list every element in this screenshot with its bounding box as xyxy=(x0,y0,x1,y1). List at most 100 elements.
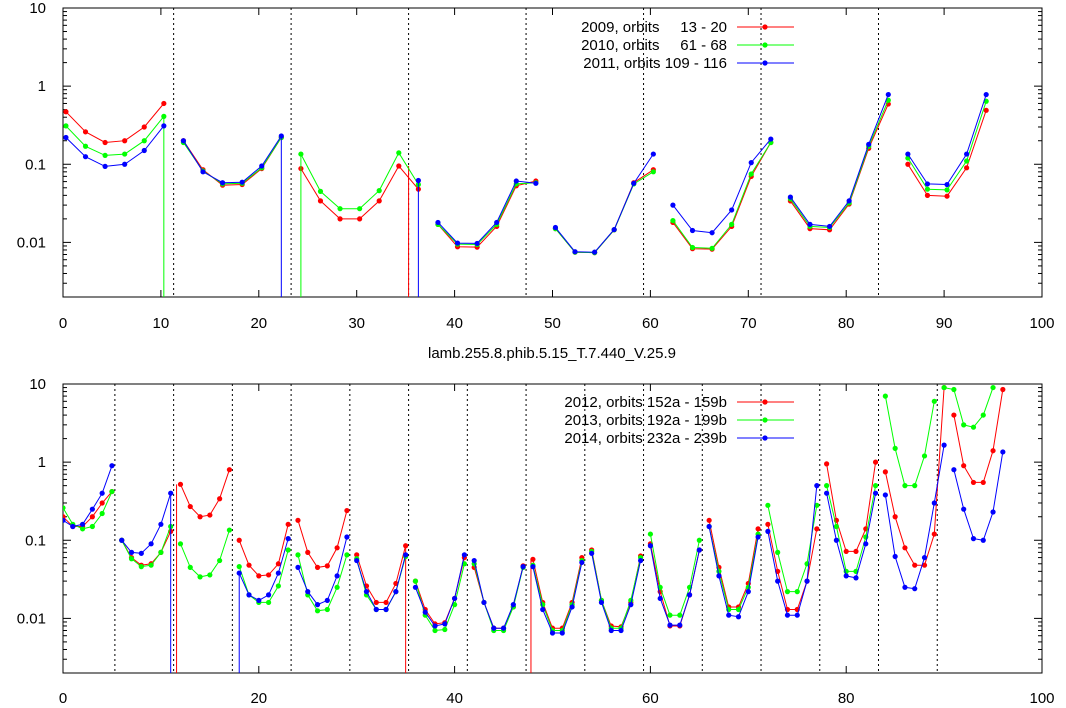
data-point xyxy=(79,521,86,527)
y-tick-label: 10 xyxy=(29,376,46,393)
data-point xyxy=(357,206,363,212)
data-point xyxy=(161,113,167,119)
data-point xyxy=(748,171,754,177)
data-point xyxy=(1000,449,1006,455)
data-point xyxy=(814,483,820,489)
data-point xyxy=(461,552,467,558)
data-point xyxy=(295,552,301,558)
data-point xyxy=(246,562,252,568)
legend-entry-label: 2010, orbits 61 - 68 xyxy=(581,37,727,54)
data-point xyxy=(122,138,128,144)
data-point xyxy=(706,523,712,530)
data-point xyxy=(265,599,272,606)
series-line xyxy=(708,526,759,618)
data-point xyxy=(882,469,888,475)
data-point xyxy=(833,523,840,530)
data-point xyxy=(314,564,321,570)
data-point xyxy=(177,541,184,547)
data-point xyxy=(905,151,911,157)
data-point xyxy=(696,537,702,543)
data-point xyxy=(383,606,389,613)
series-line xyxy=(121,526,172,568)
data-point xyxy=(843,573,849,579)
data-point xyxy=(432,627,438,634)
data-point xyxy=(259,163,265,169)
data-point xyxy=(608,627,614,634)
data-point xyxy=(354,552,360,558)
data-point xyxy=(354,557,360,564)
data-point xyxy=(122,151,128,157)
series-line xyxy=(297,536,348,606)
data-point xyxy=(491,625,497,631)
data-point xyxy=(569,604,575,610)
data-point xyxy=(677,622,683,628)
data-point xyxy=(755,526,761,532)
data-point xyxy=(990,448,996,454)
data-point xyxy=(334,545,340,551)
data-point xyxy=(344,552,350,558)
data-point xyxy=(872,459,879,465)
data-point xyxy=(102,139,108,146)
x-tick-label: 0 xyxy=(59,690,67,707)
data-point xyxy=(804,578,810,584)
data-point xyxy=(138,550,144,556)
series-line xyxy=(238,538,289,601)
series-line xyxy=(767,524,818,610)
data-point xyxy=(794,612,800,618)
data-point xyxy=(141,147,147,154)
legend-entry-label: 2014, orbits 232a - 239b xyxy=(564,430,727,447)
data-point xyxy=(716,568,722,574)
data-point xyxy=(775,578,781,584)
data-point xyxy=(670,218,676,224)
data-point xyxy=(265,592,272,598)
data-point xyxy=(520,564,526,570)
data-point xyxy=(275,561,281,567)
data-point xyxy=(109,463,115,469)
data-point xyxy=(677,612,683,618)
series-line xyxy=(65,116,165,156)
data-point xyxy=(396,163,402,169)
data-point xyxy=(892,445,898,451)
data-point xyxy=(128,556,135,562)
data-point xyxy=(236,537,242,543)
data-point xyxy=(964,151,970,157)
series-line xyxy=(180,529,230,578)
data-point xyxy=(275,570,281,576)
data-point xyxy=(689,227,696,234)
data-point xyxy=(278,133,284,139)
data-point xyxy=(931,500,937,506)
data-point xyxy=(63,505,66,511)
data-point xyxy=(376,188,382,194)
data-point xyxy=(882,393,888,399)
legend-entry-label: 2012, orbits 152a - 159b xyxy=(564,394,727,411)
data-point xyxy=(317,198,324,204)
series-line xyxy=(414,557,465,625)
data-point xyxy=(285,547,291,553)
data-point xyxy=(755,534,761,540)
plot-frame xyxy=(62,383,1043,674)
data-point xyxy=(357,216,363,222)
data-point xyxy=(102,163,108,169)
series-line xyxy=(63,465,113,528)
data-point xyxy=(814,526,820,532)
x-tick-label: 90 xyxy=(936,315,953,332)
series-line xyxy=(356,545,407,603)
data-point xyxy=(533,180,539,186)
data-point xyxy=(317,188,324,194)
data-point xyxy=(726,612,732,618)
data-point xyxy=(422,609,428,615)
series-line xyxy=(555,153,654,253)
series-line xyxy=(65,103,165,144)
x-tick-label: 20 xyxy=(250,690,267,707)
data-point xyxy=(970,479,977,486)
data-point xyxy=(983,91,989,98)
data-point xyxy=(912,562,918,568)
legend-entry-label: 2011, orbits 109 - 116 xyxy=(583,55,727,72)
data-point xyxy=(217,557,223,564)
series-line xyxy=(672,142,772,250)
data-point xyxy=(944,187,950,193)
x-tick-label: 70 xyxy=(740,315,757,332)
data-point xyxy=(866,141,872,147)
data-point xyxy=(980,412,986,418)
data-point xyxy=(748,160,754,166)
